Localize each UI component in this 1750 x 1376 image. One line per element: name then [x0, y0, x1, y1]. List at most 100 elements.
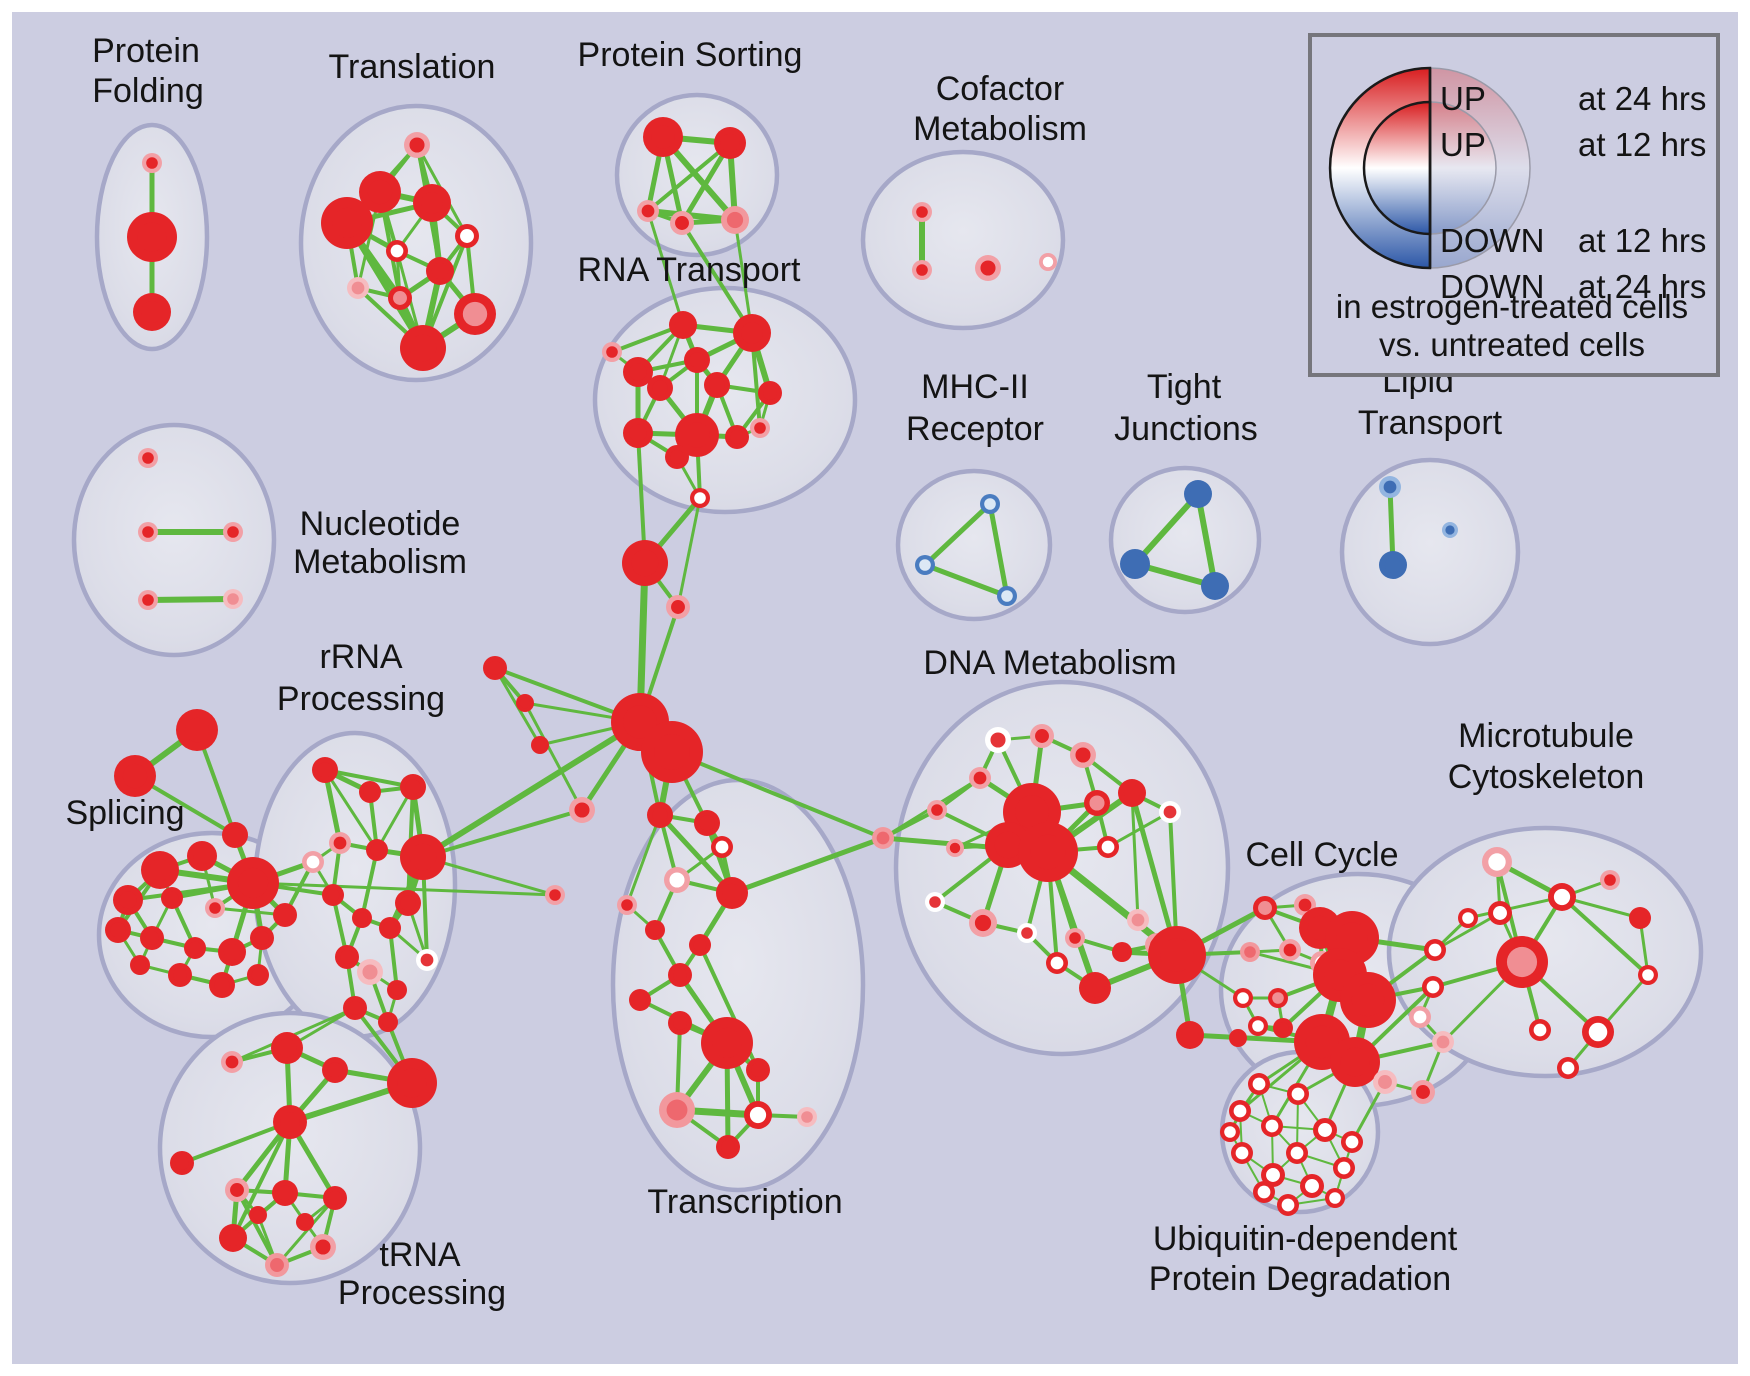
gene-node[interactable]	[1330, 1037, 1380, 1087]
gene-node[interactable]	[127, 212, 177, 262]
gene-node[interactable]	[357, 959, 383, 985]
gene-node[interactable]	[689, 934, 711, 956]
gene-node[interactable]	[335, 945, 359, 969]
gene-node[interactable]	[637, 200, 659, 222]
gene-node[interactable]	[1046, 952, 1068, 974]
gene-node[interactable]	[643, 117, 683, 157]
gene-node[interactable]	[659, 1092, 695, 1128]
gene-node[interactable]	[617, 895, 637, 915]
gene-node[interactable]	[1482, 847, 1512, 877]
gene-node[interactable]	[670, 211, 694, 235]
gene-node[interactable]	[1184, 480, 1212, 508]
gene-node[interactable]	[758, 381, 782, 405]
gene-node[interactable]	[138, 448, 158, 468]
gene-node[interactable]	[1231, 1142, 1253, 1164]
gene-node[interactable]	[1240, 942, 1260, 962]
gene-node[interactable]	[516, 694, 534, 712]
gene-node[interactable]	[647, 375, 673, 401]
gene-node[interactable]	[531, 736, 549, 754]
gene-node[interactable]	[223, 589, 243, 609]
gene-node[interactable]	[352, 908, 372, 928]
gene-node[interactable]	[133, 293, 171, 331]
gene-node[interactable]	[170, 1151, 194, 1175]
gene-node[interactable]	[1248, 1073, 1270, 1095]
gene-node[interactable]	[1424, 939, 1446, 961]
gene-node[interactable]	[704, 372, 730, 398]
gene-node[interactable]	[1079, 972, 1111, 1004]
gene-node[interactable]	[1409, 1006, 1431, 1028]
gene-node[interactable]	[1176, 1021, 1204, 1049]
gene-node[interactable]	[1118, 779, 1146, 807]
gene-node[interactable]	[130, 955, 150, 975]
gene-node[interactable]	[219, 1224, 247, 1252]
gene-node[interactable]	[912, 202, 932, 222]
gene-node[interactable]	[265, 1253, 289, 1277]
gene-node[interactable]	[1273, 1018, 1293, 1038]
gene-node[interactable]	[1112, 942, 1132, 962]
gene-node[interactable]	[1279, 939, 1301, 961]
gene-node[interactable]	[387, 980, 407, 1000]
gene-node[interactable]	[915, 555, 935, 575]
gene-node[interactable]	[386, 240, 408, 262]
gene-node[interactable]	[273, 903, 297, 927]
gene-node[interactable]	[668, 1011, 692, 1035]
gene-node[interactable]	[716, 1135, 740, 1159]
gene-node[interactable]	[221, 1051, 243, 1073]
gene-node[interactable]	[1373, 1070, 1397, 1094]
gene-node[interactable]	[690, 488, 710, 508]
gene-node[interactable]	[1287, 1083, 1309, 1105]
gene-node[interactable]	[1159, 801, 1181, 823]
gene-node[interactable]	[912, 260, 932, 280]
gene-node[interactable]	[225, 1178, 249, 1202]
gene-node[interactable]	[388, 286, 412, 310]
gene-node[interactable]	[400, 325, 446, 371]
gene-node[interactable]	[623, 357, 653, 387]
gene-node[interactable]	[569, 797, 595, 823]
gene-node[interactable]	[1253, 896, 1277, 920]
gene-node[interactable]	[322, 884, 344, 906]
gene-node[interactable]	[997, 586, 1017, 606]
gene-node[interactable]	[622, 540, 668, 586]
gene-node[interactable]	[1340, 972, 1396, 1028]
gene-node[interactable]	[1039, 253, 1057, 271]
gene-node[interactable]	[184, 937, 206, 959]
gene-node[interactable]	[969, 909, 997, 937]
gene-node[interactable]	[721, 206, 749, 234]
gene-node[interactable]	[187, 841, 217, 871]
gene-node[interactable]	[664, 867, 690, 893]
gene-node[interactable]	[1120, 549, 1150, 579]
gene-node[interactable]	[113, 885, 143, 915]
gene-node[interactable]	[545, 885, 565, 905]
gene-node[interactable]	[302, 851, 324, 873]
gene-node[interactable]	[366, 839, 388, 861]
gene-node[interactable]	[1261, 1163, 1285, 1187]
gene-node[interactable]	[454, 293, 496, 335]
gene-node[interactable]	[378, 1012, 398, 1032]
gene-node[interactable]	[629, 989, 651, 1011]
gene-node[interactable]	[1097, 836, 1119, 858]
gene-node[interactable]	[701, 1017, 753, 1069]
gene-node[interactable]	[668, 963, 692, 987]
gene-node[interactable]	[1030, 724, 1054, 748]
gene-node[interactable]	[1261, 1115, 1283, 1137]
gene-node[interactable]	[312, 757, 338, 783]
gene-node[interactable]	[1065, 928, 1085, 948]
gene-node[interactable]	[404, 132, 430, 158]
gene-node[interactable]	[647, 802, 673, 828]
gene-node[interactable]	[205, 898, 225, 918]
gene-node[interactable]	[1582, 1016, 1614, 1048]
gene-node[interactable]	[1458, 908, 1478, 928]
gene-node[interactable]	[249, 1206, 267, 1224]
gene-node[interactable]	[666, 595, 690, 619]
gene-node[interactable]	[1220, 1122, 1240, 1142]
gene-node[interactable]	[1333, 1157, 1355, 1179]
gene-node[interactable]	[1229, 1029, 1247, 1047]
gene-node[interactable]	[1268, 988, 1288, 1008]
gene-node[interactable]	[733, 314, 771, 352]
gene-node[interactable]	[359, 171, 401, 213]
gene-node[interactable]	[140, 926, 164, 950]
gene-node[interactable]	[645, 920, 665, 940]
gene-node[interactable]	[746, 1058, 770, 1082]
gene-node[interactable]	[1629, 907, 1651, 929]
gene-node[interactable]	[602, 342, 622, 362]
